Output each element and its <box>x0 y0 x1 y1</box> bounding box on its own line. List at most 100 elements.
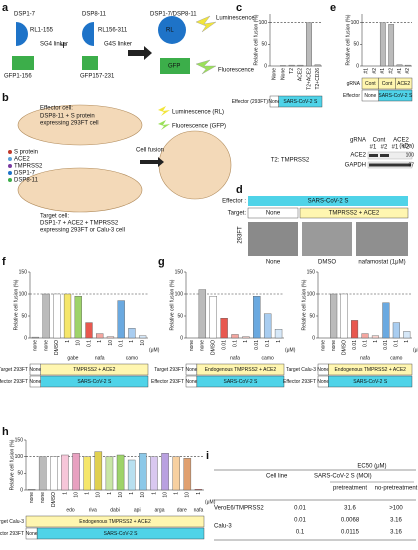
label: SARS-CoV-2 S (MOI) <box>314 474 372 480</box>
bar <box>403 331 411 339</box>
row-cell-label: None <box>185 367 197 373</box>
label: expressing 293FT or Calu-3 cell <box>40 228 125 234</box>
label: DMSO <box>318 260 336 266</box>
label: TMPRSS2 + ACE2 <box>329 211 380 217</box>
row-cell-label: SARS-CoV-2 S <box>353 379 388 385</box>
x-tick-label: 1 <box>62 492 68 495</box>
x-tick-label: T2+CD26 <box>315 68 321 90</box>
panel-label: f <box>2 256 6 268</box>
x-tick-label: 10 <box>108 340 114 346</box>
row-label: Effector 293FT <box>0 379 28 385</box>
label: T2: TMPRSS2 <box>271 158 310 164</box>
x-tick-label: 0.1 <box>265 340 271 347</box>
label: nafamostat (1μM) <box>358 260 405 266</box>
y-tick-label: 50 <box>17 471 23 477</box>
row-label: Effector 293FT <box>283 379 316 385</box>
label: (kDa) <box>399 144 414 150</box>
x-tick-label: 10 <box>118 492 124 498</box>
row-cell <box>395 77 413 90</box>
row-cell <box>278 95 323 108</box>
x-tick-label: 0.1 <box>232 340 238 347</box>
gfp-shape <box>160 58 190 74</box>
y-tick-label: 150 <box>19 269 28 275</box>
label: GFP157-231 <box>80 74 115 80</box>
x-tick-label: 1 <box>151 492 157 495</box>
row-cell-label: Cont <box>382 81 393 87</box>
row-cell-label: SARS-CoV-2 S <box>104 531 139 537</box>
swatch <box>8 171 12 175</box>
effector-cell <box>17 104 143 146</box>
row-cell-label: ACE2 <box>397 81 410 87</box>
micrograph <box>248 222 298 256</box>
label: DSP1-7 + ACE2 + TMPRSS2 <box>40 221 119 227</box>
x-tick-label: 1 <box>243 340 249 343</box>
label: Fluorescence <box>218 68 255 74</box>
x-tick-label: T2 <box>289 68 295 74</box>
y-tick-label: 100 <box>259 20 268 26</box>
bolt <box>195 59 217 75</box>
label: Luminescence <box>216 16 255 22</box>
label: 3.16 <box>390 530 402 536</box>
x-tick-label: none <box>43 340 49 351</box>
row-cell <box>196 375 285 388</box>
label: 0.0068 <box>341 518 360 524</box>
label: Target cell: <box>40 214 69 220</box>
x-tick-label: 1 <box>85 492 91 495</box>
bar <box>150 456 158 491</box>
x-tick-label: 10 <box>96 492 102 498</box>
panel-label: g <box>158 256 165 268</box>
group-label: nafa <box>194 507 204 513</box>
label: 100 <box>406 152 415 158</box>
label: DSP8-11 <box>82 12 107 18</box>
bar <box>127 459 136 491</box>
bolt <box>195 15 217 33</box>
label: SG4 linker <box>40 42 68 48</box>
bar <box>172 456 180 491</box>
rl-half-shape <box>16 22 28 46</box>
y-axis-label: Relative cell fusion (%) <box>169 279 175 330</box>
micrograph <box>302 222 352 256</box>
micrograph <box>356 222 408 256</box>
target-none-box <box>247 207 299 219</box>
bar <box>128 328 136 339</box>
group-label: nafa <box>360 355 370 361</box>
x-tick-label: DMSO <box>54 340 60 355</box>
rl-shape <box>158 16 186 44</box>
panel-label: d <box>236 184 243 196</box>
bar <box>361 333 369 339</box>
row-cell-label: TMPRSS2 + ACE2 <box>73 367 115 373</box>
row-cell-label: Endogenous TMPRSS2 + ACE2 <box>79 519 151 525</box>
unit-label: (μM) <box>413 347 418 353</box>
row-cell-label: Endogenous TMPRSS2 + ACE2 <box>205 367 277 373</box>
row-label: Effector 293FT <box>151 379 184 385</box>
y-axis-label: Relative cell fusion (%) <box>345 14 351 65</box>
y-tick-label: 0 <box>24 335 27 341</box>
x-tick-label: #2 <box>372 68 378 74</box>
bar <box>404 64 411 67</box>
label: pretreatment <box>333 486 367 492</box>
label: SARS-CoV-2 S <box>308 199 349 205</box>
y-tick-label: 0 <box>356 63 359 69</box>
label: >100 <box>389 506 403 512</box>
panel-label: i <box>206 450 209 462</box>
label: Luminescence (RL) <box>172 110 224 116</box>
row-cell-label: Endogenous TMPRSS2 + ACE2 <box>334 367 406 373</box>
bar <box>388 24 395 67</box>
label: 0.1 <box>296 530 305 536</box>
row-cell <box>328 363 413 376</box>
x-tick-label: 0.1 <box>119 340 125 347</box>
row-cell <box>328 375 413 388</box>
effector-cell-box <box>248 196 408 206</box>
label: Cont <box>373 138 386 144</box>
bar <box>94 451 103 491</box>
bar <box>351 320 359 339</box>
band <box>369 154 378 157</box>
panel-label: b <box>2 92 9 104</box>
bar <box>61 454 69 491</box>
label: #1 <box>392 145 399 151</box>
x-tick-label: None <box>272 68 278 80</box>
y-axis-label: Relative cell fusion (%) <box>13 279 19 330</box>
y-axis-label: Relative cell fusion (%) <box>301 279 307 330</box>
label: None <box>266 211 281 217</box>
